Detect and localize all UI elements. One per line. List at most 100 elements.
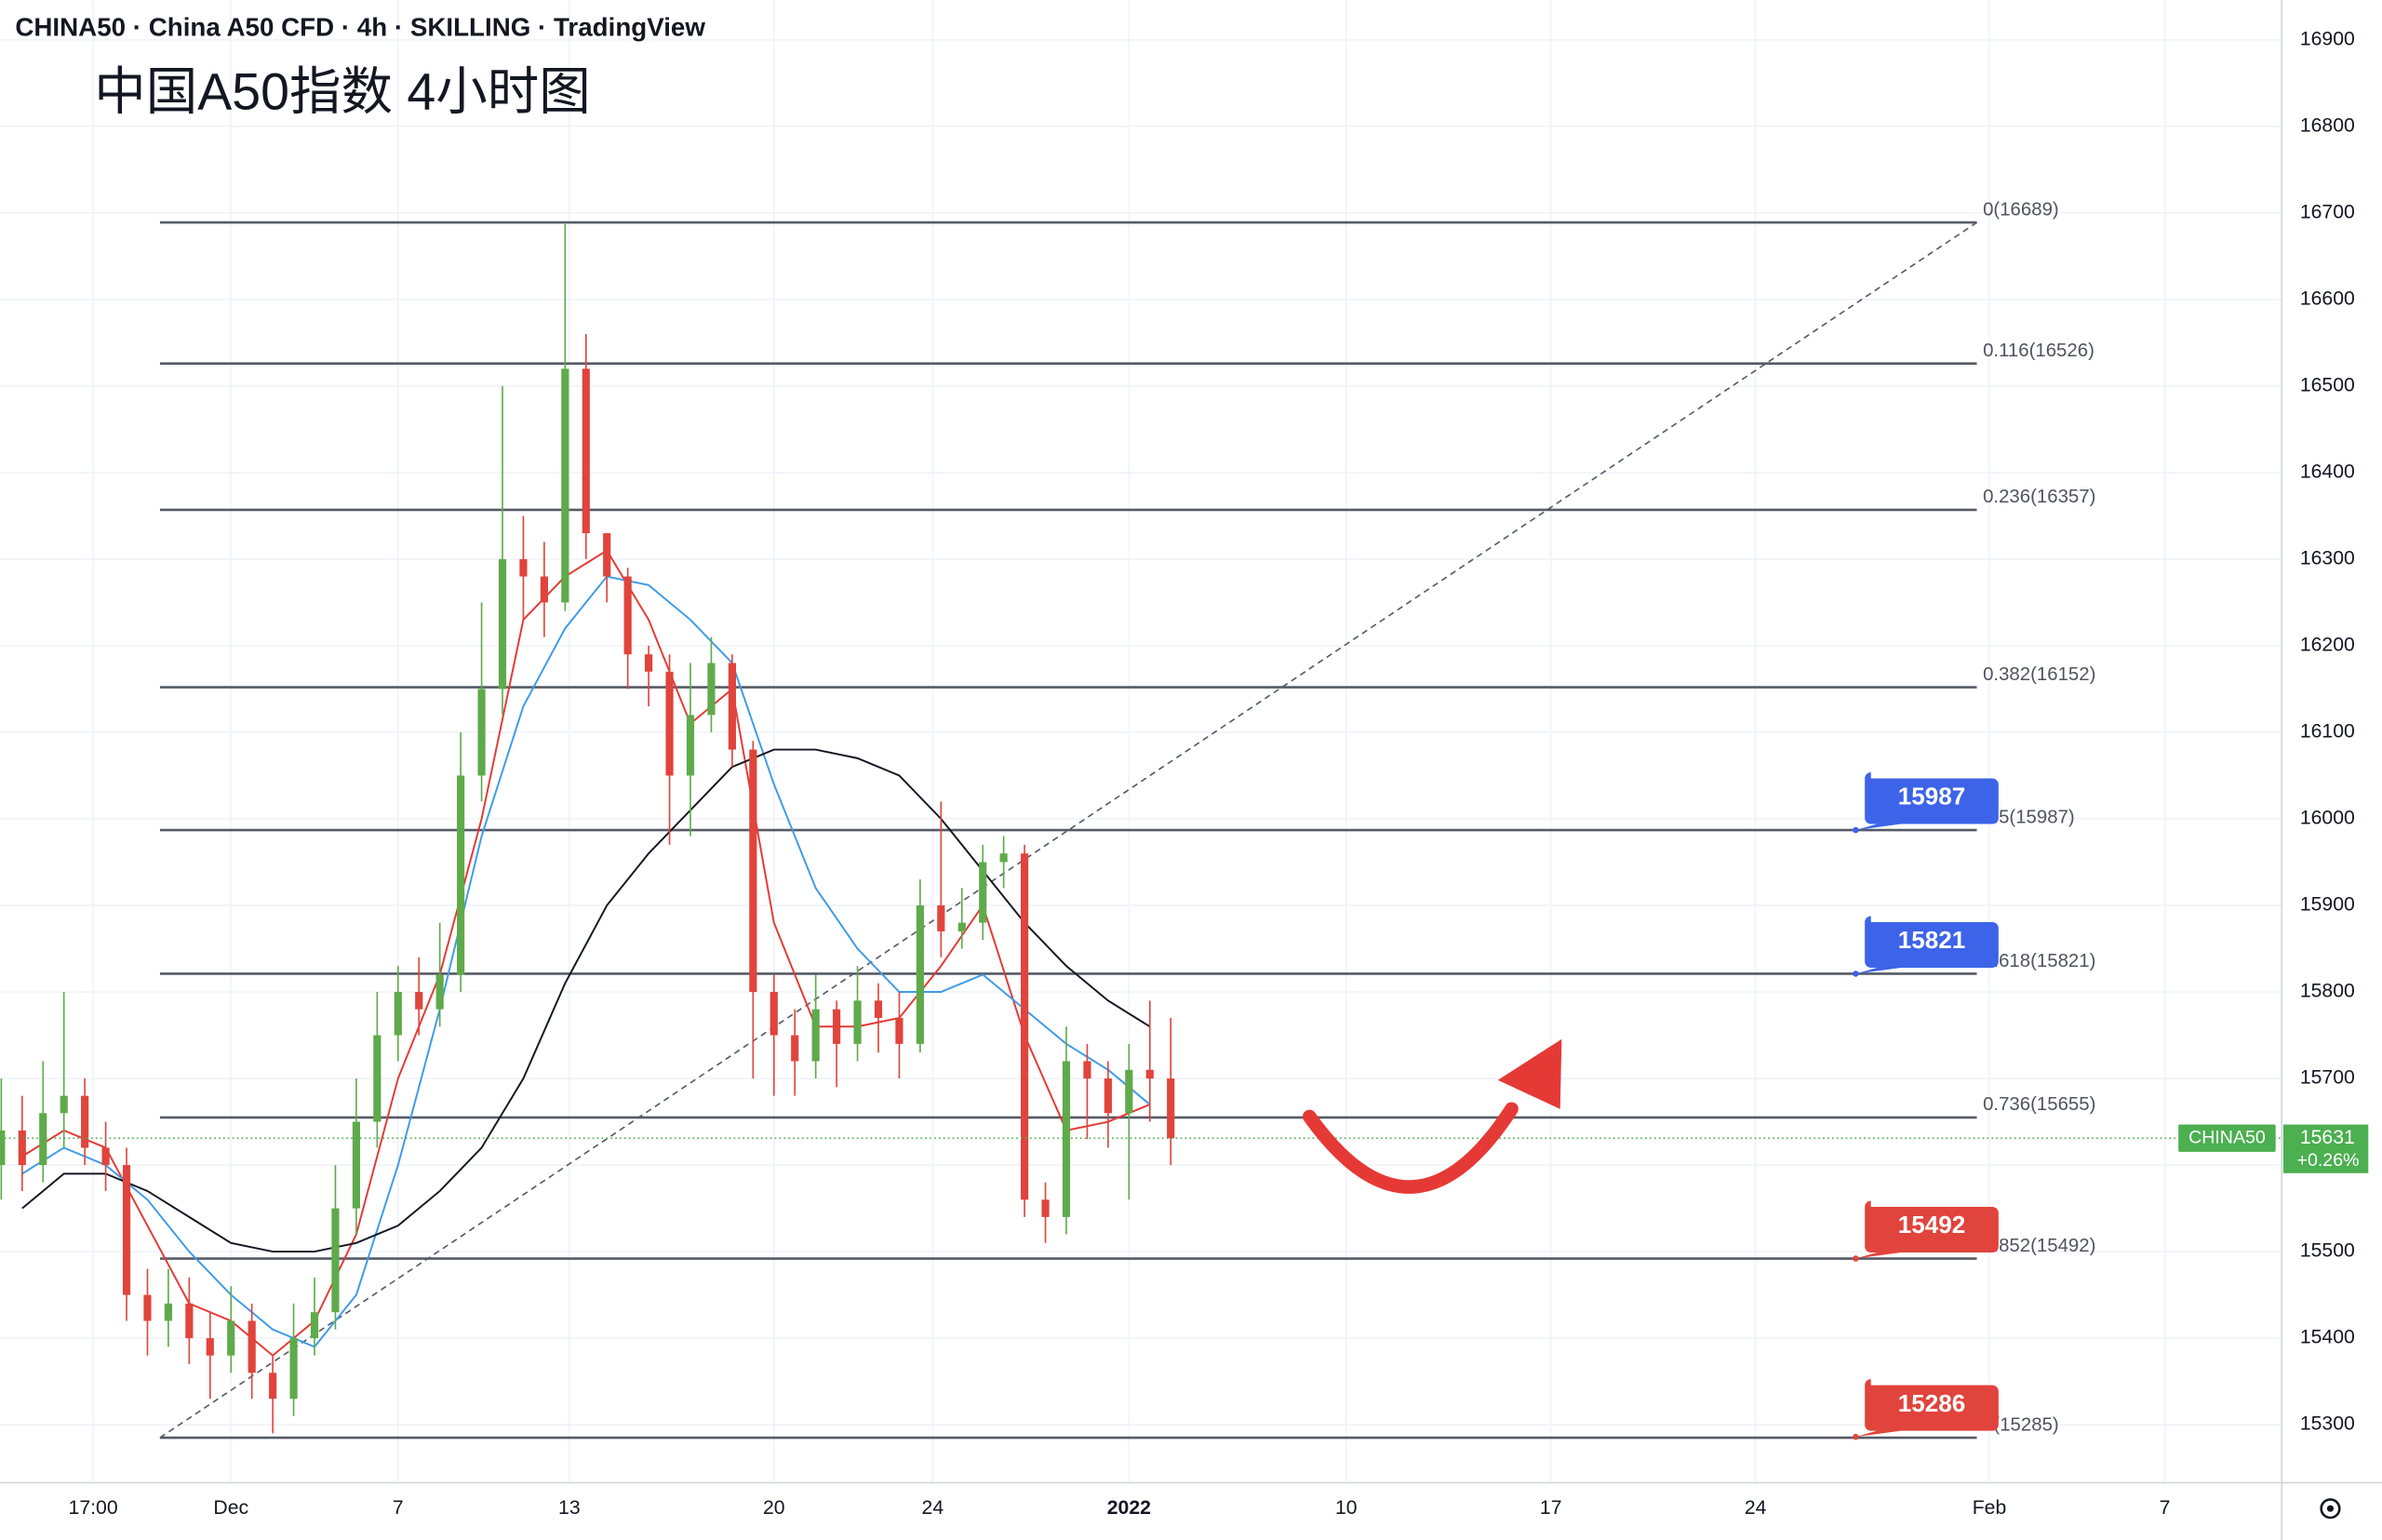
candle-body [874,1000,883,1018]
candle-body [540,576,548,603]
candle-body [435,974,444,1010]
x-tick-label: 17:00 [69,1497,118,1519]
candle-body [957,922,966,931]
y-tick-label: 15800 [2300,981,2355,1002]
candle-body [728,663,736,750]
candle-body [248,1320,256,1373]
decorative-arrow [1302,1102,1519,1194]
candle-body [0,1130,6,1166]
candle-body [477,689,486,776]
y-tick-label: 16200 [2300,635,2355,656]
candle-body [769,992,778,1036]
y-tick-label: 16000 [2300,808,2355,829]
decorative-arrowhead [1497,1038,1562,1109]
x-tick-label: 24 [1745,1497,1767,1519]
fib-level-label: 0.736(15655) [1983,1094,2095,1115]
x-tick-label: 10 [1335,1497,1358,1519]
candle-body [206,1338,214,1356]
candle-body [1062,1061,1071,1217]
candle-body [227,1320,235,1356]
candle-body [749,749,757,993]
x-tick-label: 7 [393,1497,404,1519]
plot-area: 0(16689) 0.116(16526) 0.236(16357) 0.382(16… [0,199,2282,1440]
candle-body [707,663,716,716]
candle-body [394,992,402,1036]
x-tick-label: 17 [1540,1497,1562,1519]
candle-body [143,1294,152,1321]
price-tag-box [1855,1200,1999,1259]
candle-body [623,576,632,655]
candle-body [310,1312,319,1339]
y-tick-label: 15400 [2300,1327,2355,1348]
fib-level-label: 0.116(16526) [1983,341,2094,361]
candle-body [498,558,507,690]
y-tick-label: 15700 [2300,1067,2355,1089]
candle-body [289,1338,298,1399]
y-tick-label: 16900 [2300,28,2355,49]
price-tag-label: 15821 [1898,926,1966,954]
fib-level-label: 0(16689) [1983,199,2059,220]
y-tick-label: 15500 [2300,1240,2355,1262]
y-tick-label: 16300 [2300,548,2355,569]
x-tick-label: 7 [2160,1497,2171,1519]
price-tag-label: 15286 [1898,1389,1966,1417]
settings-gear[interactable] [2320,1498,2341,1520]
settings-icon[interactable] [2320,1498,2341,1520]
moving-average-line [21,575,1151,1348]
candle-body [185,1303,194,1339]
chart-header: CHINA50 · China A50 CFD · 4h · SKILLING … [15,12,705,41]
candle-body [665,671,674,776]
fib-level-label: 0.618(15821) [1983,951,2095,971]
candle-body [833,1009,841,1044]
x-tick-label: Dec [213,1497,248,1519]
candle-body [853,1000,862,1044]
candle-body [645,654,653,672]
price-tag-label: 15492 [1898,1211,1966,1239]
x-tick-label: 13 [558,1497,581,1519]
x-tick-label: 24 [922,1497,944,1519]
candle-body [39,1113,47,1166]
y-tick-label: 16700 [2300,201,2355,222]
last-price-label: 15631 [2300,1127,2355,1148]
y-tick-label: 16500 [2300,374,2355,395]
fib-level-label: 0.5(15987) [1983,807,2075,827]
candle-body [1167,1078,1175,1139]
candle-body [895,1017,903,1044]
y-tick-label: 15300 [2300,1413,2355,1435]
symbol-tag-label: CHINA50 [2188,1127,2266,1147]
price-tag-anchor [1853,1433,1859,1440]
candle-body [352,1121,360,1209]
candle-body [18,1130,26,1166]
grid [0,0,2282,1483]
price-tag-box [1855,916,1999,974]
candle-body [1125,1069,1133,1114]
moving-average-line [21,748,1151,1253]
x-tick-label: 20 [763,1497,785,1519]
candle-body [81,1095,89,1148]
price-tag-anchor [1853,1255,1859,1262]
candle-body [164,1303,172,1321]
y-tick-label: 16100 [2300,721,2355,743]
candle-body [1041,1199,1050,1217]
last-price-change: +0.26% [2297,1150,2360,1171]
y-tick-label: 16600 [2300,288,2355,309]
candle-body [373,1035,381,1122]
candle-body [1021,853,1029,1200]
settings-gear-center[interactable] [2326,1505,2335,1512]
candle-body [561,368,569,603]
x-tick-label: Feb [1973,1497,2007,1519]
fib-level-label: 1(15285) [1983,1414,2059,1435]
price-tag-box [1855,772,1999,831]
candle-body [791,1035,799,1062]
candle-body [979,862,987,923]
y-tick-label: 16400 [2300,462,2355,483]
price-tag-anchor [1853,826,1859,834]
candle-body [415,992,423,1010]
price-tag-anchor [1853,971,1859,977]
candle-body [603,533,611,577]
moving-average-line [21,549,1151,1357]
last-price-tag [2282,1124,2369,1173]
candle-body [1104,1078,1112,1114]
